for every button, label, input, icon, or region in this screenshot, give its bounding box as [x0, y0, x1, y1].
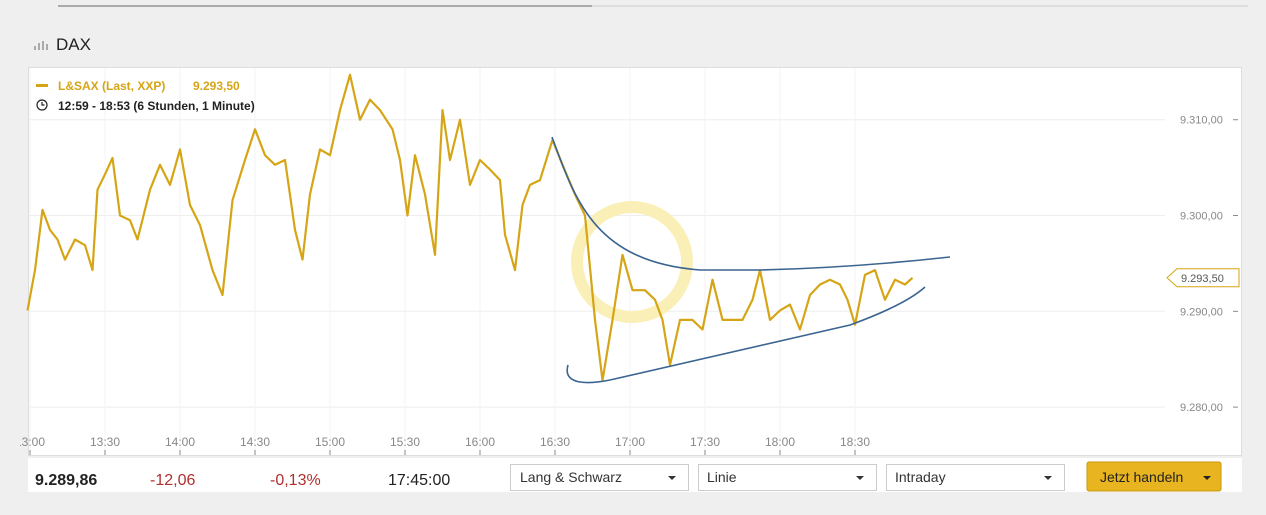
- annotation-curve: [551, 136, 951, 271]
- clock-hands: [41, 102, 45, 106]
- x-tick-label: 16:00: [465, 435, 495, 449]
- legend-value: 9.293,50: [193, 79, 240, 93]
- x-tick-label: 15:00: [315, 435, 345, 449]
- y-tick-label: 9.290,00: [1180, 306, 1223, 318]
- select-text[interactable]: Lang & Schwarz: [520, 469, 622, 485]
- watermark: [571, 201, 693, 323]
- header-title: DAX: [56, 35, 91, 54]
- range-select[interactable]: Intraday: [886, 464, 1065, 491]
- last-value-marker: [1166, 268, 1240, 288]
- legend-swatch: [36, 84, 48, 87]
- x-tick-label: 15:30: [390, 435, 420, 449]
- last-value-label: 9.293,50: [1181, 273, 1224, 285]
- x-tick-label: 13:30: [90, 435, 120, 449]
- annotation-curve: [566, 286, 926, 384]
- x-tick-label: 16:30: [540, 435, 570, 449]
- select-text[interactable]: Linie: [707, 469, 737, 485]
- price-line: [26, 73, 914, 382]
- x-tick-label: 17:00: [615, 435, 645, 449]
- x-tick-label: 14:00: [165, 435, 195, 449]
- x-tick-label: 18:00: [765, 435, 795, 449]
- chart-subtitle: 12:59 - 18:53 (6 Stunden, 1 Minute): [58, 99, 255, 113]
- y-tick-label: 9.310,00: [1180, 115, 1223, 127]
- x-tick-label: 17:30: [690, 435, 720, 449]
- select-text[interactable]: Intraday: [895, 469, 946, 485]
- change-percent: -0,13%: [270, 472, 321, 489]
- x-tick-label: 18:30: [840, 435, 870, 449]
- button-text[interactable]: Jetzt handeln: [1100, 469, 1183, 485]
- clock-icon: [36, 99, 48, 111]
- time: 17:45:00: [388, 472, 450, 489]
- plot: 9.293,50: [26, 73, 1240, 382]
- bar-icon: [34, 41, 48, 50]
- x-tick-label: 13:00: [15, 435, 45, 449]
- legend-name: L&SAX (Last, XXP): [58, 79, 165, 93]
- trade-button[interactable]: Jetzt handeln: [1086, 461, 1222, 492]
- price: 9.289,86: [35, 472, 97, 489]
- chart-panel: [28, 67, 1242, 456]
- style-select[interactable]: Linie: [698, 464, 877, 491]
- source-select[interactable]: Lang & Schwarz: [510, 464, 689, 491]
- y-tick-label: 9.300,00: [1180, 211, 1223, 223]
- x-tick-label: 14:30: [240, 435, 270, 449]
- y-tick-label: 9.280,00: [1180, 402, 1223, 414]
- change: -12,06: [150, 472, 195, 489]
- grid: 9.280,00 9.290,00 9.300,00 9.310,00 13:00 13:…: [15, 68, 1238, 455]
